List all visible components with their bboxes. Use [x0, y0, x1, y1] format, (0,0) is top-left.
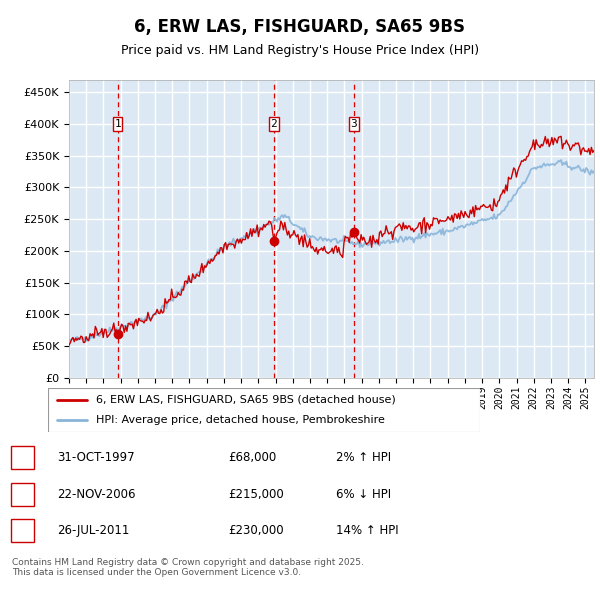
FancyBboxPatch shape [113, 117, 122, 131]
Text: 2% ↑ HPI: 2% ↑ HPI [336, 451, 391, 464]
Text: 2: 2 [19, 487, 26, 501]
Text: £230,000: £230,000 [228, 525, 284, 537]
FancyBboxPatch shape [11, 446, 34, 469]
FancyBboxPatch shape [11, 519, 34, 542]
Text: 3: 3 [350, 119, 358, 129]
Text: 22-NOV-2006: 22-NOV-2006 [57, 487, 136, 501]
Text: 3: 3 [19, 525, 26, 537]
Text: 6, ERW LAS, FISHGUARD, SA65 9BS (detached house): 6, ERW LAS, FISHGUARD, SA65 9BS (detache… [95, 395, 395, 405]
Text: 6, ERW LAS, FISHGUARD, SA65 9BS: 6, ERW LAS, FISHGUARD, SA65 9BS [134, 18, 466, 35]
Text: Contains HM Land Registry data © Crown copyright and database right 2025.
This d: Contains HM Land Registry data © Crown c… [12, 558, 364, 577]
Text: £215,000: £215,000 [228, 487, 284, 501]
Text: 26-JUL-2011: 26-JUL-2011 [57, 525, 130, 537]
Text: 2: 2 [271, 119, 277, 129]
Text: Price paid vs. HM Land Registry's House Price Index (HPI): Price paid vs. HM Land Registry's House … [121, 44, 479, 57]
Text: 1: 1 [115, 119, 121, 129]
FancyBboxPatch shape [349, 117, 359, 131]
FancyBboxPatch shape [269, 117, 278, 131]
Text: 6% ↓ HPI: 6% ↓ HPI [336, 487, 391, 501]
Text: 1: 1 [19, 451, 26, 464]
Text: 14% ↑ HPI: 14% ↑ HPI [336, 525, 398, 537]
Text: £68,000: £68,000 [228, 451, 276, 464]
Text: HPI: Average price, detached house, Pembrokeshire: HPI: Average price, detached house, Pemb… [95, 415, 385, 425]
Text: 31-OCT-1997: 31-OCT-1997 [57, 451, 134, 464]
FancyBboxPatch shape [11, 483, 34, 506]
